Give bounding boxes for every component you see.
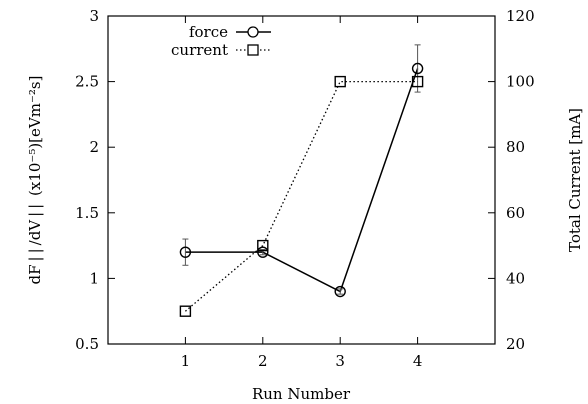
y-right-tick-label: 60 xyxy=(506,204,525,222)
y-right-tick-label: 100 xyxy=(506,73,535,91)
y-right-tick-label: 40 xyxy=(506,269,525,287)
plot-frame xyxy=(107,15,496,345)
force-point xyxy=(179,246,192,258)
y-left-tick-label: 2.5 xyxy=(75,73,99,91)
force-point xyxy=(257,246,269,258)
current-point xyxy=(411,75,424,88)
current-point xyxy=(334,75,346,88)
y-right-tick-label: 20 xyxy=(506,335,525,353)
current-point xyxy=(179,305,192,317)
x-tick-label: 4 xyxy=(413,352,423,370)
legend-label-current: current xyxy=(171,41,228,59)
x-tick-label: 3 xyxy=(335,352,345,370)
legend-marker-current xyxy=(247,44,259,56)
current-series xyxy=(179,75,424,317)
legend-label-force: force xyxy=(189,23,228,41)
y-axis-right-label: Total Current [mA] xyxy=(566,108,584,252)
y-axis-left-label: dF | | /dV | | (x10⁻⁵)[eVm⁻²s] xyxy=(26,76,44,285)
y-left-tick-label: 1.5 xyxy=(75,204,99,222)
current-line xyxy=(184,80,418,312)
y-right-tick-label: 80 xyxy=(506,138,525,156)
force-series xyxy=(179,44,424,298)
y-left-tick-label: 0.5 xyxy=(75,335,99,353)
y-left-tick-label: 3 xyxy=(89,7,99,25)
legend: force current xyxy=(171,23,271,59)
x-axis-ticks: 1 2 3 4 xyxy=(181,16,423,370)
y-right-tick-label: 120 xyxy=(506,7,535,25)
x-axis-label: Run Number xyxy=(252,385,351,403)
force-line xyxy=(185,68,419,293)
legend-marker-force xyxy=(247,26,259,38)
force-point xyxy=(334,285,346,298)
x-tick-label: 2 xyxy=(258,352,268,370)
y-left-tick-label: 1 xyxy=(89,269,99,287)
current-point xyxy=(257,239,269,252)
right-axis-ticks: 20 40 60 80 100 120 xyxy=(488,7,535,353)
y-left-tick-label: 2 xyxy=(89,138,99,156)
left-axis-ticks: 0.5 1 1.5 2 2.5 3 xyxy=(75,7,115,353)
force-point xyxy=(411,62,424,75)
x-tick-label: 1 xyxy=(181,352,191,370)
